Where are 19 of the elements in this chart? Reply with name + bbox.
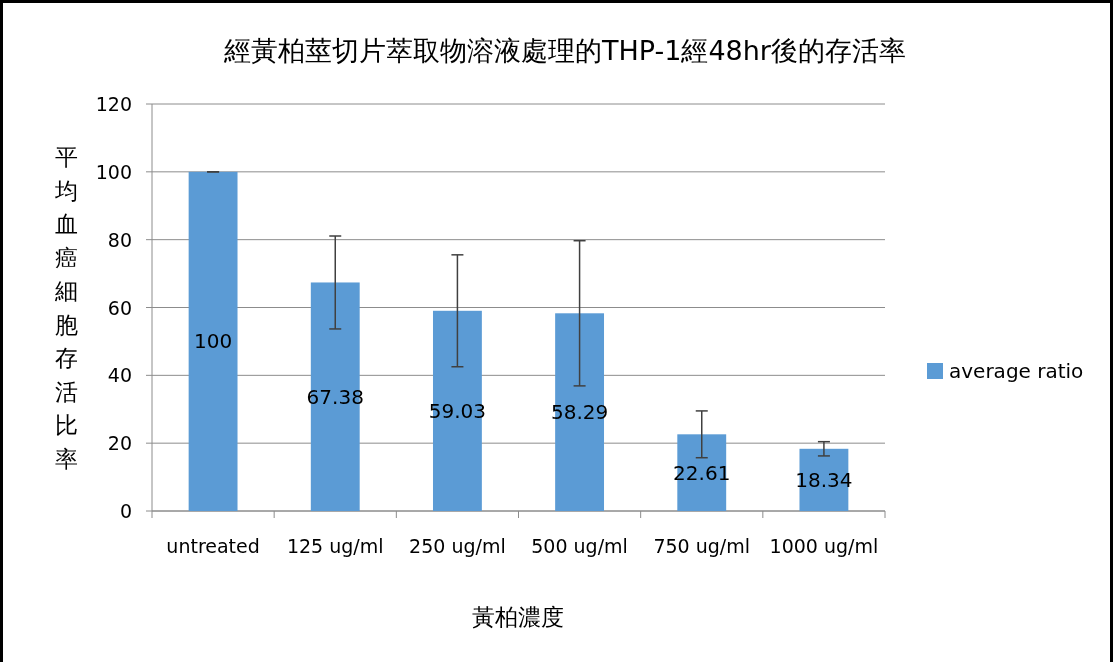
legend-label: average ratio (949, 359, 1084, 383)
x-tick-label: 125 ug/ml (286, 535, 384, 557)
x-tick-label: 750 ug/ml (653, 535, 751, 557)
y-tick-label: 120 (95, 93, 132, 115)
y-tick-label: 40 (107, 364, 132, 387)
data-label: 100 (193, 329, 233, 354)
y-tick-label: 20 (107, 432, 132, 455)
x-tick-label: 500 ug/ml (531, 535, 628, 557)
bar (188, 171, 238, 511)
x-axis-title: 黃柏濃度 (472, 604, 564, 630)
y-tick-label: 80 (107, 228, 132, 251)
text: 平均血癌細胞存活比率 (54, 144, 78, 472)
y-tick-label: 60 (107, 296, 132, 319)
y-tick-label: 100 (95, 160, 132, 183)
x-tick-label: 1000 ug/ml (769, 535, 879, 557)
chart-title: 經黃柏莖切片萃取物溶液處理的THP-1經48hr後的存活率 (223, 35, 906, 66)
x-tick-label: untreated (166, 535, 260, 557)
x-tick-label: 250 ug/ml (409, 535, 506, 557)
y-tick-label: 0 (119, 500, 132, 522)
